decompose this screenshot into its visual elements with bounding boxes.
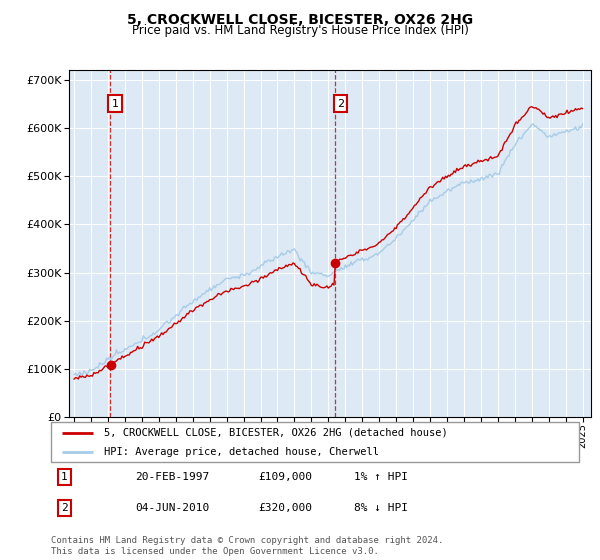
Text: 1: 1 <box>61 472 68 482</box>
Text: 2: 2 <box>337 99 344 109</box>
Text: 04-JUN-2010: 04-JUN-2010 <box>135 503 209 513</box>
Text: Contains HM Land Registry data © Crown copyright and database right 2024.
This d: Contains HM Land Registry data © Crown c… <box>51 536 443 556</box>
Text: 20-FEB-1997: 20-FEB-1997 <box>135 472 209 482</box>
Text: £320,000: £320,000 <box>258 503 312 513</box>
Text: 5, CROCKWELL CLOSE, BICESTER, OX26 2HG (detached house): 5, CROCKWELL CLOSE, BICESTER, OX26 2HG (… <box>104 428 448 438</box>
FancyBboxPatch shape <box>51 422 579 462</box>
Text: Price paid vs. HM Land Registry's House Price Index (HPI): Price paid vs. HM Land Registry's House … <box>131 24 469 37</box>
Text: 2: 2 <box>61 503 68 513</box>
Text: 1% ↑ HPI: 1% ↑ HPI <box>354 472 408 482</box>
Text: 5, CROCKWELL CLOSE, BICESTER, OX26 2HG: 5, CROCKWELL CLOSE, BICESTER, OX26 2HG <box>127 13 473 27</box>
Text: HPI: Average price, detached house, Cherwell: HPI: Average price, detached house, Cher… <box>104 447 379 457</box>
Text: 1: 1 <box>112 99 119 109</box>
Text: 8% ↓ HPI: 8% ↓ HPI <box>354 503 408 513</box>
Text: £109,000: £109,000 <box>258 472 312 482</box>
